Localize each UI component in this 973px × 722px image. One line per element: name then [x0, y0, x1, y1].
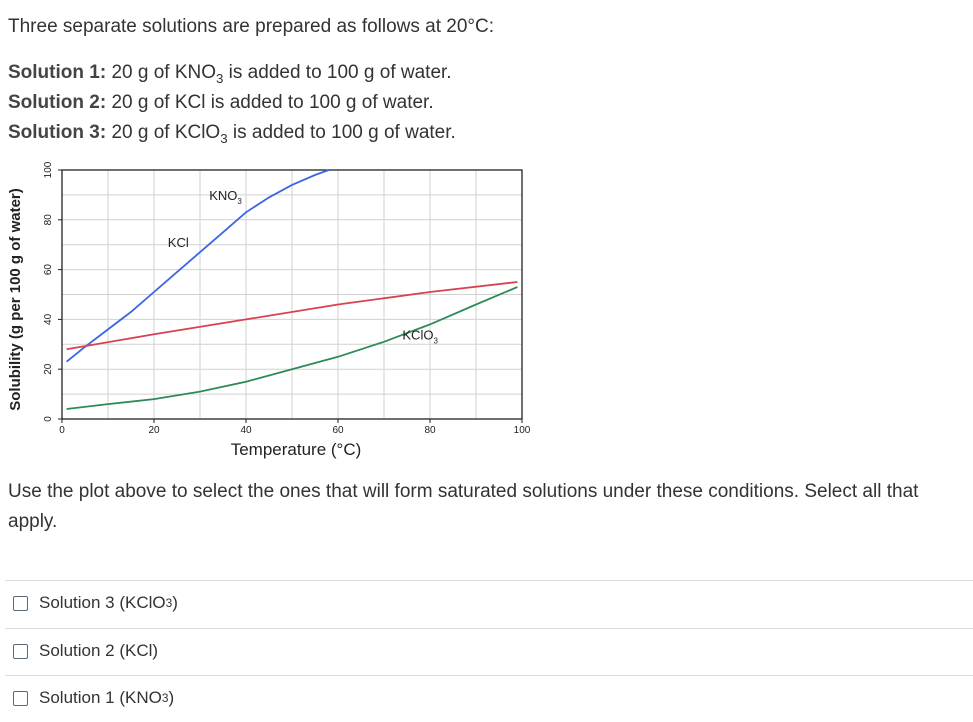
- series-line-1: [66, 281, 518, 351]
- y-tick-label: 40: [43, 313, 54, 325]
- checkbox-solution-3[interactable]: [13, 595, 28, 611]
- option-solution-1[interactable]: Solution 1 (KNO 3): [13, 688, 174, 708]
- solution-1-desc: 20 g of KNO: [111, 62, 216, 83]
- y-tick-label: 20: [43, 363, 54, 375]
- option-solution-3-sub: 3: [165, 596, 173, 610]
- intro-text: Three separate solutions are prepared as…: [8, 16, 495, 37]
- solution-2-desc: 20 g of KCl is added to 100 g of water.: [111, 92, 434, 113]
- solution-1-desc-end: is added to 100 g of water.: [223, 62, 452, 83]
- series-line-2: [66, 286, 518, 410]
- solution-1-label: Solution 1:: [8, 62, 107, 83]
- solubility-chart: 0 20 40 60 80 100 0 20 40 60 80 100 Temperature (°C)…: [7, 161, 531, 459]
- series-label-1: KCl: [168, 235, 189, 250]
- series-line-0: [66, 169, 330, 363]
- x-tick-label: 100: [514, 425, 531, 436]
- series-label-2: KClO3: [402, 327, 438, 345]
- option-row-solution-3: Solution 3 (KClO 3): [5, 580, 973, 627]
- option-solution-3-text: Solution 3 (KClO: [39, 593, 166, 612]
- x-tick-label: 80: [424, 425, 436, 436]
- question-text: Use the plot above to select the ones th…: [8, 481, 919, 532]
- solution-2-text: Solution 2: 20 g of KCl is added to 100 …: [8, 92, 434, 114]
- x-tick-label: 60: [332, 425, 344, 436]
- solution-3-text: Solution 3: 20 g of KClO3 is added to 10…: [8, 122, 456, 146]
- x-tick-label: 40: [240, 425, 252, 436]
- y-tick-label: 0: [43, 416, 54, 422]
- option-solution-1-sub: 3: [161, 691, 169, 705]
- option-solution-1-text-end: ): [168, 688, 175, 707]
- option-solution-2-text: Solution 2 (KCl): [39, 641, 159, 660]
- x-tick-label: 0: [59, 425, 65, 436]
- option-solution-3[interactable]: Solution 3 (KClO 3): [13, 593, 178, 613]
- checkbox-solution-2[interactable]: [13, 643, 28, 659]
- x-axis-label: Temperature (°C): [231, 440, 362, 459]
- y-tick-label: 80: [43, 214, 54, 226]
- option-solution-2[interactable]: Solution 2 (KCl): [13, 641, 158, 661]
- x-tick-label: 20: [148, 425, 160, 436]
- checkbox-solution-1[interactable]: [13, 690, 28, 706]
- series-label-0: KNO3: [209, 188, 242, 206]
- solution-3-sub: 3: [220, 130, 228, 146]
- option-row-solution-2: Solution 2 (KCl): [5, 628, 973, 675]
- y-axis-label: Solubility (g per 100 g of water): [7, 188, 24, 411]
- y-tick-label: 100: [43, 161, 54, 178]
- option-solution-1-text: Solution 1 (KNO: [39, 688, 162, 707]
- y-tick-label: 60: [43, 264, 54, 276]
- option-row-solution-1: Solution 1 (KNO 3): [5, 675, 973, 722]
- plot-frame: [61, 169, 523, 420]
- option-solution-3-text-end: ): [172, 593, 178, 612]
- solution-3-label: Solution 3:: [8, 122, 107, 143]
- solution-1-sub: 3: [216, 70, 224, 86]
- solution-3-desc-end: is added to 100 g of water.: [227, 122, 456, 143]
- solution-1-text: Solution 1: 20 g of KNO3 is added to 100…: [8, 62, 452, 86]
- solution-3-desc: 20 g of KClO: [111, 122, 221, 143]
- solution-2-label: Solution 2:: [8, 92, 107, 113]
